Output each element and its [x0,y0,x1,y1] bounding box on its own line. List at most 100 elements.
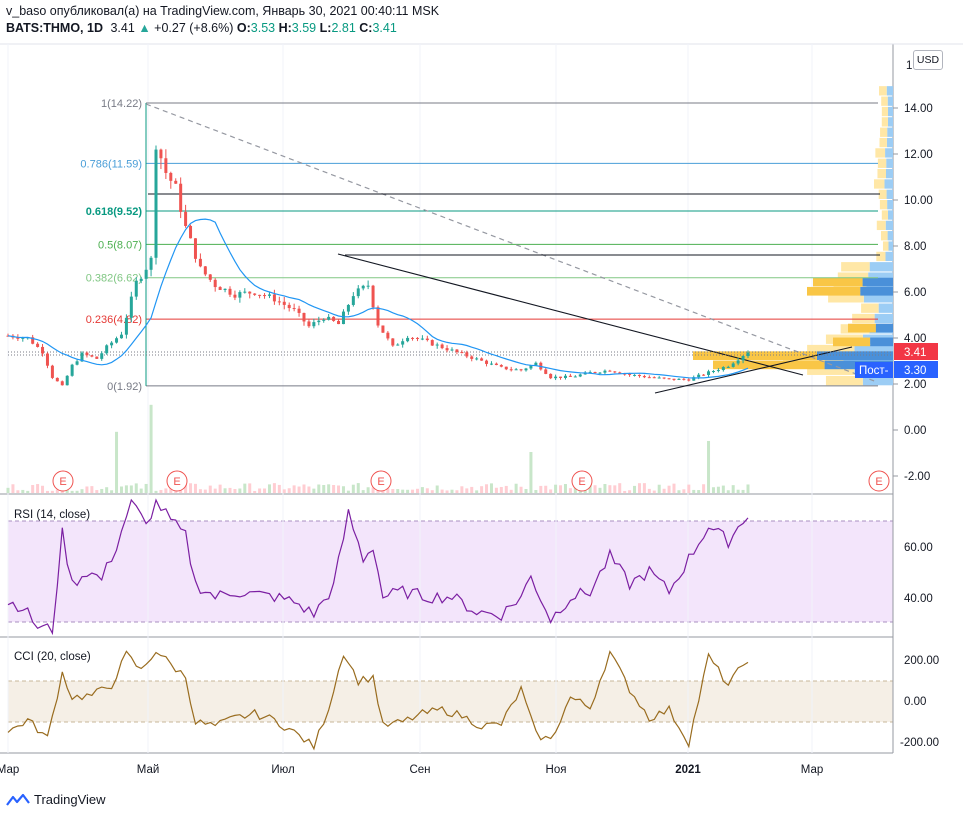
candle[interactable] [465,350,469,359]
candle[interactable] [731,362,735,368]
time-axis[interactable]: Мар Май Июл Сен Ноя 2021 Мар [0,764,823,776]
candle[interactable] [391,338,395,347]
candle[interactable] [519,368,523,372]
candle[interactable] [55,377,59,382]
candle[interactable] [662,377,666,380]
candle[interactable] [504,366,508,371]
earnings-marker-4[interactable]: E [868,470,890,492]
fib-retracement[interactable]: 1(14.22) 0.786(11.59) 0.618(9.52) 0.5(8.07)… [80,98,878,393]
candle[interactable] [95,356,99,360]
candle[interactable] [652,376,656,379]
candle[interactable] [105,344,109,355]
candle[interactable] [445,345,449,353]
earnings-marker-0[interactable]: E [52,470,74,492]
candle[interactable] [682,377,686,381]
candle[interactable] [633,374,637,377]
candle[interactable] [36,342,40,348]
candle[interactable] [60,380,64,386]
candle[interactable] [716,368,720,373]
candle[interactable] [563,373,567,380]
candle[interactable] [253,293,257,296]
candle[interactable] [396,343,400,346]
candle[interactable] [149,255,153,277]
candle[interactable] [327,313,331,321]
candle[interactable] [711,370,715,374]
candle[interactable] [376,305,380,328]
candle[interactable] [677,378,681,381]
candle[interactable] [578,373,582,378]
candle[interactable] [90,354,94,358]
candle[interactable] [65,375,69,386]
candle[interactable] [559,376,563,380]
candle[interactable] [386,331,390,341]
candle[interactable] [238,290,242,303]
candle[interactable] [440,343,444,350]
candle[interactable] [480,357,484,361]
candle[interactable] [85,351,89,358]
candle[interactable] [455,349,459,355]
candle[interactable] [554,374,558,381]
candle[interactable] [258,294,262,299]
candle[interactable] [129,291,133,323]
candle[interactable] [450,347,454,352]
candle[interactable] [193,238,197,263]
candle[interactable] [598,372,602,374]
candle[interactable] [75,358,79,366]
descending-trendline[interactable] [337,253,804,376]
candle[interactable] [292,303,296,312]
candle[interactable] [642,374,646,379]
candle[interactable] [470,355,474,362]
fib-trend-dashed-line[interactable] [145,103,878,383]
candle[interactable] [637,374,641,378]
candle[interactable] [50,364,54,380]
candle[interactable] [198,253,202,268]
candle[interactable] [672,378,676,381]
candle[interactable] [307,318,311,328]
candle[interactable] [45,352,49,369]
candle[interactable] [31,334,35,345]
candle[interactable] [647,375,651,379]
candle[interactable] [588,370,592,373]
candle[interactable] [603,369,607,375]
candle[interactable] [499,364,503,368]
candle[interactable] [415,337,419,342]
candle[interactable] [267,291,271,299]
candle[interactable] [287,302,291,312]
candle[interactable] [489,361,493,366]
earnings-marker-1[interactable]: E [166,470,188,492]
candle[interactable] [726,365,730,369]
candle[interactable] [228,286,232,297]
candle[interactable] [169,171,173,189]
candle[interactable] [707,369,711,377]
ascending-trendline[interactable] [654,346,853,394]
candle[interactable] [721,366,725,372]
candle[interactable] [657,376,661,379]
candle[interactable] [346,304,350,315]
candle[interactable] [381,325,385,333]
candle[interactable] [411,337,415,341]
currency-button[interactable]: USD [913,50,943,70]
candle[interactable] [425,335,429,342]
candle[interactable] [514,367,518,371]
candlestick-series[interactable] [6,145,750,386]
candle[interactable] [430,339,434,346]
author-name[interactable]: v_baso [6,4,47,18]
candle[interactable] [608,369,612,372]
candle[interactable] [351,292,355,307]
candle[interactable] [174,178,178,184]
candle[interactable] [100,351,104,361]
candle[interactable] [233,290,237,301]
candle[interactable] [223,288,227,293]
candle[interactable] [475,356,479,361]
candle[interactable] [435,342,439,349]
candle[interactable] [312,318,316,329]
candle[interactable] [297,305,301,317]
price-axis-ticks[interactable]: 14.00 12.00 10.00 8.00 6.00 4.00 2.00 0.00 -2.00 [893,103,933,483]
candle[interactable] [667,378,671,380]
candle[interactable] [208,274,212,282]
cci-line[interactable] [7,650,749,751]
candle[interactable] [736,357,740,366]
candle[interactable] [741,355,745,364]
